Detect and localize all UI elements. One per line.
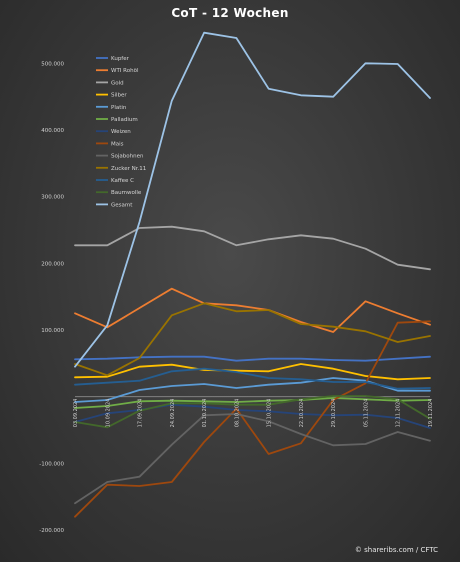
legend-label-sojabohnen: Sojabohnen — [111, 154, 144, 160]
y-tick-label: 100.000 — [41, 328, 64, 334]
series-line-mais — [74, 320, 431, 518]
series-line-gesamt — [74, 31, 431, 368]
x-tick-label: 05.11.2024 — [363, 399, 369, 428]
legend-label-kupfer: Kupfer — [111, 56, 130, 62]
x-tick-label: 10.09.2024 — [105, 399, 111, 428]
x-tick-label: 24.09.2024 — [170, 399, 176, 428]
series-line-zucker-nr-11 — [74, 302, 431, 377]
legend-label-zucker-nr-11: Zucker Nr.11 — [111, 166, 146, 172]
x-tick-label: 08.10.2024 — [234, 399, 240, 428]
legend-label-gesamt: Gesamt — [111, 202, 133, 208]
x-tick-label: 29.10.2024 — [331, 399, 337, 428]
legend-label-wti-roh-l: WTI Rohöl — [111, 68, 139, 74]
legend-label-platin: Platin — [111, 105, 127, 111]
series-line-kaffee-c — [74, 367, 431, 390]
series-line-wti-roh-l — [74, 287, 431, 333]
y-tick-label: 500.000 — [41, 61, 64, 67]
y-axis-ticks: -200.000 -100.000 100.000 200.000 300.000 400… — [39, 61, 64, 534]
series-line-kupfer — [74, 355, 431, 362]
legend-label-kaffee-c: Kaffee C — [111, 178, 134, 184]
series-line-sojabohnen — [74, 413, 431, 505]
series-line-baumwolle — [74, 395, 431, 429]
x-tick-label: 19.11.2024 — [428, 399, 434, 428]
x-tick-label: 01.10.2024 — [202, 399, 208, 428]
legend-label-palladium: Palladium — [111, 117, 138, 123]
x-axis-ticks: 03.09.2024 10.09.2024 17.09.2024 24.09.2024… — [73, 399, 434, 428]
y-tick-label: -100.000 — [39, 461, 64, 467]
y-tick-label: 400.000 — [41, 128, 64, 134]
series-line-palladium — [74, 397, 431, 409]
source-credit: © shareribs.com / CFTC — [354, 546, 438, 554]
series-lines — [74, 31, 431, 518]
series-line-weizen — [74, 403, 431, 429]
legend-label-silber: Silber — [111, 93, 127, 99]
legend: Kupfer WTI Rohöl Gold Silber Platin Palladium… — [96, 56, 146, 208]
legend-label-mais: Mais — [111, 141, 124, 147]
y-tick-label: 300.000 — [41, 195, 64, 201]
x-tick-label: 17.09.2024 — [138, 399, 144, 428]
y-tick-label: -200.000 — [39, 528, 64, 534]
series-line-silber — [74, 363, 431, 381]
y-tick-label: 200.000 — [41, 261, 64, 267]
legend-label-gold: Gold — [111, 80, 124, 86]
legend-label-baumwolle: Baumwolle — [111, 190, 142, 196]
x-tick-label: 12.11.2024 — [396, 399, 402, 428]
x-tick-label: 03.09.2024 — [73, 399, 79, 428]
x-tick-label: 15.10.2024 — [267, 399, 273, 428]
x-tick-label: 22.10.2024 — [299, 399, 305, 428]
series-line-gold — [74, 225, 431, 271]
legend-label-weizen: Weizen — [111, 129, 131, 135]
chart-title: CoT - 12 Wochen — [171, 6, 289, 20]
